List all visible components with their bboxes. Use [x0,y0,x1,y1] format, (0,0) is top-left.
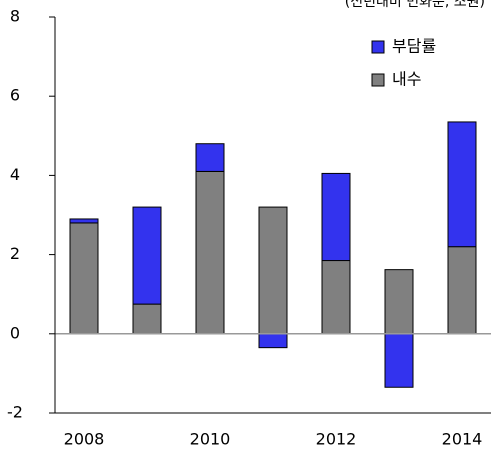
bar-segment [321,172,351,262]
y-tick-label: 8 [10,7,20,26]
bar-segment [384,333,414,388]
x-tick-label: 2008 [64,430,105,449]
bar-segment [384,269,414,335]
unit-note: (전년대비 변화분, 조원) [345,0,485,10]
bar-segment [321,260,351,335]
bar-segment [258,333,288,349]
legend-swatch [371,40,385,54]
bar-segment [132,206,162,305]
x-tick-label: 2010 [190,430,231,449]
bar-segment [69,218,99,224]
legend-swatch [371,73,385,87]
x-tick-label: 2014 [442,430,483,449]
bar-segment [132,303,162,335]
y-tick-label: 6 [10,86,20,105]
y-tick-label: 4 [10,165,20,184]
y-tick-label: 0 [10,323,20,342]
bar-segment [258,206,288,335]
legend-label: 부담률 [392,37,436,56]
y-tick-label: -2 [7,403,23,422]
y-tick-label: 2 [10,244,20,263]
bar-segment [195,170,225,335]
legend-label: 내수 [392,70,421,89]
x-tick-label: 2012 [316,430,357,449]
bar-segment [447,121,477,248]
bar-segment [69,222,99,335]
bar-segment [447,246,477,335]
bar-segment [195,143,225,172]
